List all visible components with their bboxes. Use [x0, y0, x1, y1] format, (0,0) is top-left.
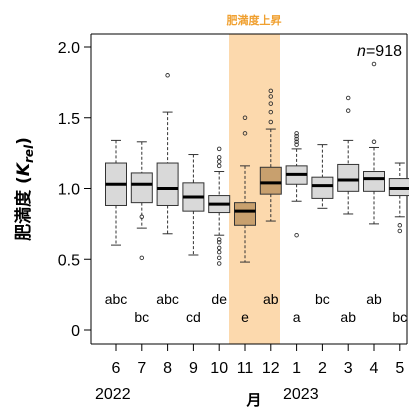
box-group-month-9	[182, 154, 205, 256]
outlier-point	[294, 131, 299, 136]
outlier-point	[345, 108, 351, 113]
significance-letter: a	[293, 309, 301, 325]
x-tick-label: 7	[137, 360, 146, 377]
outlier-point	[216, 146, 222, 152]
box-group-month-1	[285, 131, 308, 238]
significance-letter: cd	[186, 309, 201, 325]
sample-size-label: n=918	[357, 43, 402, 60]
outlier-point	[397, 228, 403, 234]
y-axis-label-close: )	[14, 137, 34, 145]
box-group-month-11	[234, 115, 256, 263]
outlier-point	[242, 131, 248, 136]
x-tick-label: 10	[210, 360, 228, 377]
x-tick-label: 4	[370, 360, 379, 377]
sample-size-value: =918	[366, 43, 402, 60]
box-iqr	[337, 163, 360, 192]
box-iqr	[363, 171, 385, 192]
outlier-point	[216, 155, 222, 160]
x-tick-label: 6	[112, 360, 121, 377]
outlier-point	[268, 88, 274, 94]
significance-letter: e	[241, 309, 249, 325]
x-axis-label: 月	[245, 391, 261, 409]
outlier-point	[268, 94, 274, 99]
outlier-point	[294, 133, 299, 139]
highlight-label: 肥満度上昇	[227, 13, 282, 27]
y-tick-label: 0	[71, 323, 80, 340]
box-iqr	[311, 176, 334, 199]
box-group-month-6	[105, 139, 127, 246]
x-tick-label: 8	[163, 360, 172, 377]
outlier-point	[268, 109, 274, 115]
box-group-month-10	[208, 146, 231, 266]
x-tick-label: 1	[292, 360, 301, 377]
x-tick-label: 2	[318, 360, 327, 377]
year-label-2022: 2022	[95, 386, 131, 403]
x-tick-label: 3	[344, 360, 353, 377]
box-group-month-5	[388, 162, 409, 234]
box-group-month-4	[363, 61, 385, 225]
x-tick-label: 11	[237, 360, 254, 377]
significance-letter: ab	[263, 291, 279, 307]
outlier-point	[242, 115, 248, 120]
outlier-point	[139, 255, 145, 261]
outlier-point	[216, 261, 222, 266]
box-group-month-12	[259, 88, 282, 222]
significance-letter: ab	[366, 291, 382, 307]
outlier-point	[216, 159, 222, 164]
significance-letter: bc	[315, 291, 330, 307]
outlier-point	[139, 214, 145, 220]
x-tick-label: 9	[189, 360, 198, 377]
box-group-month-8	[156, 73, 179, 235]
y-axis-label-text: 肥満度 (	[13, 176, 34, 241]
outlier-point	[294, 232, 299, 238]
significance-letter: bc	[134, 309, 149, 325]
y-tick-label: 1.0	[58, 182, 80, 199]
outlier-point	[294, 139, 299, 145]
y-axis-label: 肥満度 (Krel)	[13, 137, 36, 241]
x-axis-ticks: 6 7 8 9 10 11 12 1 2 3 4 5	[112, 344, 404, 377]
outlier-point	[371, 61, 377, 67]
y-axis-ticks: 0 0.5 1.0 1.5 2.0	[58, 40, 91, 340]
significance-letter: de	[211, 291, 227, 307]
significance-letter: ab	[340, 309, 356, 325]
outlier-point	[294, 142, 299, 147]
box-iqr	[156, 162, 179, 206]
outlier-point	[216, 240, 222, 245]
outlier-point	[268, 101, 274, 106]
y-axis-label-subscript: rel	[22, 144, 36, 163]
significance-letter: abc	[156, 291, 179, 307]
outlier-point	[294, 136, 299, 142]
y-tick-label: 2.0	[58, 40, 80, 57]
significance-letter: abc	[105, 291, 128, 307]
outlier-point	[165, 73, 170, 78]
outlier-point	[371, 139, 377, 145]
outlier-point	[216, 163, 222, 169]
year-label-2023: 2023	[283, 386, 319, 403]
sample-size-symbol: n	[357, 43, 366, 60]
outlier-point	[268, 119, 274, 125]
significance-letter: bc	[392, 309, 407, 325]
outlier-point	[216, 245, 222, 251]
box-iqr	[234, 202, 256, 226]
box-iqr	[130, 172, 153, 204]
outlier-point	[345, 95, 351, 101]
outlier-point	[216, 237, 222, 242]
x-tick-label: 12	[262, 360, 280, 377]
outlier-point	[216, 255, 222, 261]
box-iqr	[259, 166, 282, 195]
y-tick-label: 0.5	[58, 252, 80, 269]
outlier-point	[397, 223, 403, 228]
y-tick-label: 1.5	[58, 111, 80, 128]
box-series	[105, 61, 409, 266]
y-axis-label-symbol: K	[14, 161, 34, 176]
outlier-point	[216, 249, 222, 255]
box-group-month-7	[130, 141, 153, 261]
box-group-month-2	[311, 144, 334, 209]
x-tick-label: 5	[395, 360, 404, 377]
box-group-month-3	[337, 95, 360, 215]
